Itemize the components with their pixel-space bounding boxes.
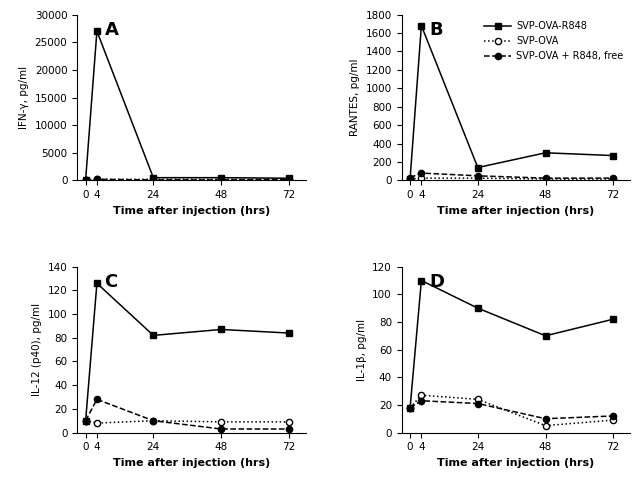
SVP-OVA-R848 [217, 327, 225, 332]
Y-axis label: IL-1β, pg/ml: IL-1β, pg/ml [357, 318, 367, 381]
Line: SVP-OVA: SVP-OVA [407, 175, 617, 182]
SVP-OVA [149, 176, 157, 182]
SVP-OVA + R848, free [474, 400, 482, 406]
SVP-OVA [285, 176, 293, 182]
SVP-OVA + R848, free [285, 426, 293, 432]
Line: SVP-OVA + R848, free: SVP-OVA + R848, free [82, 396, 292, 432]
Legend: SVP-OVA-R848, SVP-OVA, SVP-OVA + R848, free: SVP-OVA-R848, SVP-OVA, SVP-OVA + R848, f… [482, 19, 625, 63]
SVP-OVA + R848, free [93, 397, 101, 402]
SVP-OVA [217, 176, 225, 182]
SVP-OVA-R848 [82, 177, 89, 183]
SVP-OVA + R848, free [417, 170, 425, 176]
SVP-OVA + R848, free [541, 416, 549, 422]
Line: SVP-OVA + R848, free: SVP-OVA + R848, free [82, 176, 292, 183]
SVP-OVA [541, 176, 549, 182]
Y-axis label: RANTES, pg/ml: RANTES, pg/ml [350, 59, 360, 136]
SVP-OVA [406, 405, 414, 411]
X-axis label: Time after injection (hrs): Time after injection (hrs) [437, 458, 595, 468]
SVP-OVA [93, 420, 101, 426]
Line: SVP-OVA + R848, free: SVP-OVA + R848, free [407, 170, 617, 181]
SVP-OVA + R848, free [82, 177, 89, 183]
SVP-OVA + R848, free [541, 175, 549, 181]
Line: SVP-OVA: SVP-OVA [82, 417, 292, 426]
Text: A: A [105, 21, 118, 39]
Line: SVP-OVA + R848, free: SVP-OVA + R848, free [407, 398, 617, 422]
Y-axis label: IFN-γ, pg/ml: IFN-γ, pg/ml [19, 66, 29, 129]
X-axis label: Time after injection (hrs): Time after injection (hrs) [113, 206, 270, 216]
SVP-OVA [610, 417, 617, 423]
Text: D: D [429, 273, 444, 291]
Line: SVP-OVA-R848: SVP-OVA-R848 [407, 22, 617, 182]
Line: SVP-OVA: SVP-OVA [407, 392, 617, 429]
SVP-OVA-R848 [217, 175, 225, 181]
SVP-OVA-R848 [93, 28, 101, 34]
SVP-OVA [406, 176, 414, 182]
SVP-OVA [149, 418, 157, 424]
X-axis label: Time after injection (hrs): Time after injection (hrs) [113, 458, 270, 468]
Line: SVP-OVA: SVP-OVA [82, 176, 292, 183]
SVP-OVA-R848 [417, 23, 425, 29]
SVP-OVA-R848 [82, 418, 89, 424]
SVP-OVA + R848, free [82, 418, 89, 424]
SVP-OVA-R848 [541, 333, 549, 339]
Line: SVP-OVA-R848: SVP-OVA-R848 [82, 280, 292, 424]
SVP-OVA + R848, free [406, 175, 414, 181]
SVP-OVA-R848 [610, 316, 617, 322]
SVP-OVA + R848, free [149, 177, 157, 183]
SVP-OVA [417, 175, 425, 181]
SVP-OVA + R848, free [217, 426, 225, 432]
SVP-OVA + R848, free [610, 175, 617, 181]
SVP-OVA + R848, free [406, 405, 414, 411]
SVP-OVA [285, 419, 293, 425]
SVP-OVA + R848, free [417, 398, 425, 404]
SVP-OVA [82, 418, 89, 424]
SVP-OVA-R848 [93, 280, 101, 286]
Line: SVP-OVA-R848: SVP-OVA-R848 [407, 278, 617, 411]
SVP-OVA-R848 [610, 153, 617, 158]
Line: SVP-OVA-R848: SVP-OVA-R848 [82, 28, 292, 183]
SVP-OVA-R848 [474, 305, 482, 311]
X-axis label: Time after injection (hrs): Time after injection (hrs) [437, 206, 595, 216]
SVP-OVA-R848 [149, 332, 157, 338]
Y-axis label: IL-12 (p40), pg/ml: IL-12 (p40), pg/ml [32, 303, 42, 396]
SVP-OVA + R848, free [93, 176, 101, 182]
SVP-OVA [610, 176, 617, 182]
SVP-OVA-R848 [417, 278, 425, 283]
SVP-OVA-R848 [406, 175, 414, 181]
SVP-OVA [93, 176, 101, 182]
SVP-OVA + R848, free [610, 413, 617, 419]
SVP-OVA-R848 [474, 165, 482, 171]
SVP-OVA [541, 423, 549, 429]
SVP-OVA [82, 177, 89, 183]
SVP-OVA [474, 175, 482, 181]
SVP-OVA + R848, free [285, 177, 293, 183]
SVP-OVA-R848 [285, 330, 293, 336]
SVP-OVA + R848, free [149, 418, 157, 424]
SVP-OVA-R848 [149, 175, 157, 181]
Text: B: B [429, 21, 442, 39]
SVP-OVA [217, 419, 225, 425]
SVP-OVA-R848 [285, 175, 293, 181]
SVP-OVA + R848, free [217, 177, 225, 183]
SVP-OVA-R848 [541, 150, 549, 156]
SVP-OVA [474, 397, 482, 402]
SVP-OVA-R848 [406, 405, 414, 411]
Text: C: C [105, 273, 118, 291]
SVP-OVA + R848, free [474, 173, 482, 179]
SVP-OVA [417, 392, 425, 398]
